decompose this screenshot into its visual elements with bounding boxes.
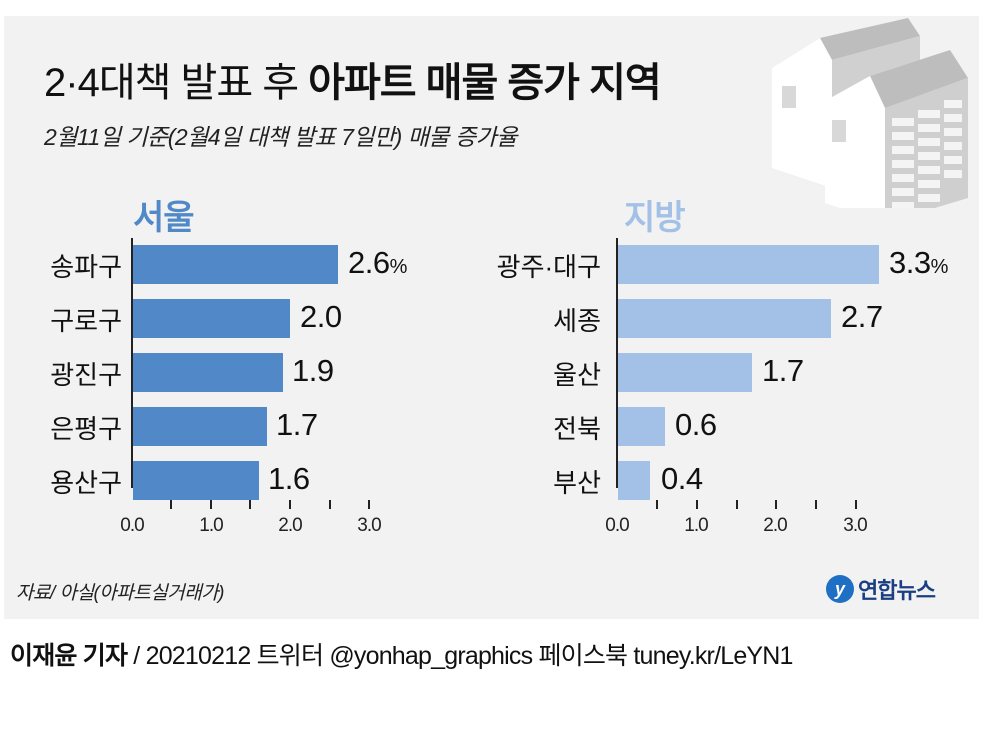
bar [133, 353, 283, 392]
bar-label: 광주·대구 [496, 252, 601, 282]
tick [249, 500, 251, 509]
bar [133, 461, 259, 500]
region-y-axis [616, 238, 618, 488]
bar-label: 송파구 [50, 252, 122, 282]
bar-value: 2.7 [841, 299, 883, 334]
tick-label: 0.0 [120, 515, 144, 536]
logo-text: 연합뉴스 [858, 578, 936, 603]
subtitle: 2월11일 기준(2월4일 대책 발표 7일만) 매물 증가율 [44, 124, 517, 150]
bar-label: 구로구 [50, 306, 122, 336]
tick-label: 0.0 [605, 515, 629, 536]
tick [170, 500, 172, 509]
bar-label: 은평구 [50, 414, 122, 444]
bar-label: 부산 [553, 468, 601, 498]
bar-label: 울산 [553, 360, 601, 390]
credit-details: / 20210212 트위터 @yonhap_graphics 페이스북 tun… [127, 642, 793, 670]
tick-label: 3.0 [357, 515, 381, 536]
bar [618, 461, 650, 500]
tick [815, 500, 817, 509]
bar [133, 245, 338, 284]
bar [618, 353, 752, 392]
tick-label: 3.0 [843, 515, 867, 536]
tick [736, 500, 738, 509]
bar-value: 2.6% [348, 245, 407, 280]
bar [618, 299, 831, 338]
tick-label: 2.0 [278, 515, 302, 536]
seoul-y-axis [131, 238, 133, 488]
page-title: 2·4대책 발표 후 아파트 매물 증가 지역 [44, 50, 662, 108]
bar-value: 1.7 [276, 407, 318, 442]
tick [210, 500, 212, 509]
group-title-seoul: 서울 [133, 199, 195, 237]
tick [855, 500, 857, 509]
title-bold: 아파트 매물 증가 지역 [308, 61, 662, 105]
bar-value: 3.3% [889, 245, 948, 280]
tick-label: 2.0 [763, 515, 787, 536]
bar-value: 2.0 [300, 299, 342, 334]
source-note: 자료/ 아실(아파트실거래가) [16, 583, 225, 604]
bar [618, 245, 879, 284]
bar [618, 407, 665, 446]
credit-line: 이재윤 기자 / 20210212 트위터 @yonhap_graphics 페… [10, 636, 793, 672]
bar-value: 0.4 [661, 461, 703, 496]
tick [656, 500, 658, 509]
reporter-name: 이재윤 기자 [10, 642, 128, 670]
tick [775, 500, 777, 509]
tick [696, 500, 698, 509]
bar-value: 1.6 [268, 461, 310, 496]
title-light: 2·4대책 발표 후 [44, 61, 309, 105]
bar-label: 전북 [553, 414, 601, 444]
tick [368, 500, 370, 509]
tick [329, 500, 331, 509]
apartment-buildings-icon [772, 18, 968, 208]
bar-value: 0.6 [675, 407, 717, 442]
bar-label: 용산구 [50, 468, 122, 498]
bar [133, 407, 267, 446]
bar-label: 세종 [553, 306, 601, 336]
bar [133, 299, 290, 338]
tick-label: 1.0 [684, 515, 708, 536]
bar-label: 광진구 [50, 360, 122, 390]
yonhap-logo-icon: y [826, 575, 854, 603]
bar-value: 1.9 [292, 353, 334, 388]
tick [289, 500, 291, 509]
group-title-region: 지방 [624, 199, 686, 237]
bar-value: 1.7 [762, 353, 804, 388]
yonhap-logo: y 연합뉴스 [826, 573, 936, 605]
tick-label: 1.0 [199, 515, 223, 536]
